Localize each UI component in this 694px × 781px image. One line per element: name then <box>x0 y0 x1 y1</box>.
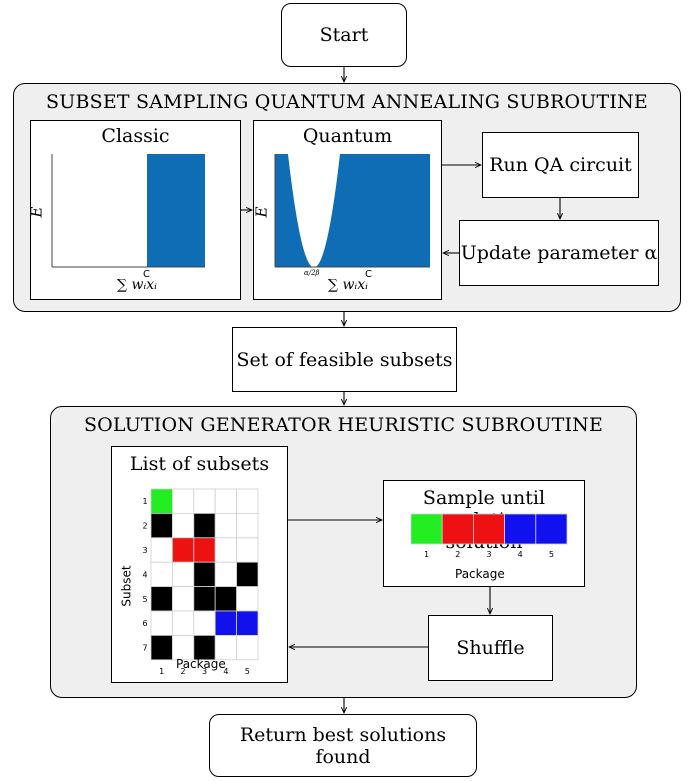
subset-cell-r1-c3 <box>193 488 216 514</box>
subset-cell-r2-c5 <box>236 513 259 539</box>
solution-tick-4: 4 <box>518 550 523 559</box>
subset-cell-r6-c3 <box>193 610 216 636</box>
start-label: Start <box>319 24 369 46</box>
classic-title: Classic <box>101 125 170 147</box>
solution-cell-2 <box>441 513 474 545</box>
quantum-ylabel: E <box>252 206 271 218</box>
subset-cell-r1-c1 <box>150 488 173 514</box>
subset-cell-r1-c5 <box>236 488 259 514</box>
subset-cell-r5-c5 <box>236 586 259 612</box>
quantum-energy-region <box>275 154 430 268</box>
quantum-xmark: C <box>365 269 372 280</box>
subset-cell-r6-c5 <box>236 610 259 636</box>
subset-cell-r4-c2 <box>172 561 195 587</box>
package-tick-3: 3 <box>202 667 207 676</box>
return-best-label: Return best solutions found <box>239 723 447 768</box>
subset-grid: 1 2 3 4 5 6 7 1 2 3 4 5 <box>142 488 259 676</box>
run-qa-node: Run QA circuit <box>482 132 639 198</box>
subset-cell-r4-c4 <box>214 561 237 587</box>
list-of-subsets-panel: List of subsets 1 2 3 4 5 6 7 1 2 3 4 5 Subset Pack… <box>111 446 288 683</box>
subset-cell-r6-c2 <box>172 610 195 636</box>
subset-tick-5: 5 <box>142 595 147 604</box>
classic-plot <box>51 154 205 268</box>
list-of-subsets-title: List of subsets <box>129 453 270 475</box>
subset-cell-r4-c5 <box>236 561 259 587</box>
subset-cell-r3-c2 <box>172 537 195 563</box>
solution-cell-4 <box>504 513 537 545</box>
subset-tick-2: 2 <box>142 522 147 531</box>
quantum-panel: Quantum E α/2β C ∑ wᵢxᵢ <box>252 120 442 300</box>
subset-cell-r3-c3 <box>193 537 216 563</box>
subset-tick-7: 7 <box>142 644 147 653</box>
subset-tick-3: 3 <box>142 546 147 555</box>
return-best-node: Return best solutions found <box>209 714 477 777</box>
package-tick-5: 5 <box>245 667 250 676</box>
solution-cell-5 <box>535 513 568 545</box>
list-package-axis-label: Package <box>176 657 226 671</box>
feasible-subsets-node: Set of feasible subsets <box>232 327 457 392</box>
subset-cell-r1-c4 <box>214 488 237 514</box>
subset-cell-r5-c4 <box>214 586 237 612</box>
subset-cell-r2-c1 <box>150 513 173 539</box>
subset-cell-r6-c1 <box>150 610 173 636</box>
package-tick-4: 4 <box>223 667 228 676</box>
solution-tick-5: 5 <box>549 550 554 559</box>
shuffle-node: Shuffle <box>428 615 553 681</box>
subset-cell-r3-c4 <box>214 537 237 563</box>
quantum-title: Quantum <box>302 125 393 147</box>
subset-cell-r7-c1 <box>150 634 173 661</box>
solution-tick-3: 3 <box>486 550 491 559</box>
solution-cell-3 <box>473 513 506 545</box>
subset-cell-r3-c1 <box>150 537 173 563</box>
package-tick-2: 2 <box>181 667 186 676</box>
solution-tick-1: 1 <box>424 550 429 559</box>
solution-generator-title: SOLUTION GENERATOR HEURISTIC SUBROUTINE <box>83 414 604 436</box>
classic-xmark: C <box>143 269 150 280</box>
subset-cell-r2-c3 <box>193 513 216 539</box>
subset-cell-r5-c3 <box>193 586 216 612</box>
quantum-xlabel: ∑ wᵢxᵢ <box>328 277 368 293</box>
subset-cell-r3-c5 <box>236 537 259 563</box>
quantum-plot <box>274 154 430 268</box>
subset-cell-r5-c2 <box>172 586 195 612</box>
sample-title-line1: Sample until <box>422 487 546 509</box>
subset-tick-1: 1 <box>142 497 147 506</box>
subset-tick-6: 6 <box>142 619 147 628</box>
run-qa-label: Run QA circuit <box>489 154 632 176</box>
start-node: Start <box>281 3 407 67</box>
subset-cell-r2-c4 <box>214 513 237 539</box>
subset-cell-r6-c4 <box>214 610 237 636</box>
subset-sampling-title: SUBSET SAMPLING QUANTUM ANNEALING SUBROU… <box>46 91 648 113</box>
package-tick-1: 1 <box>159 667 164 676</box>
subset-cell-r4-c3 <box>193 561 216 587</box>
shuffle-label: Shuffle <box>456 637 525 659</box>
classic-infeasible-region <box>147 154 205 267</box>
solution-package-axis-label: Package <box>455 567 505 581</box>
subset-cell-r7-c5 <box>236 634 259 661</box>
solution-tick-2: 2 <box>455 550 460 559</box>
subset-cell-r5-c1 <box>150 586 173 612</box>
subset-cell-r2-c2 <box>172 513 195 539</box>
solution-row: 1 2 3 4 5 <box>410 513 568 559</box>
subset-cell-r4-c1 <box>150 561 173 587</box>
sample-solution-panel: Sample until completing a solution 12345… <box>383 480 585 587</box>
feasible-subsets-label: Set of feasible subsets <box>236 348 453 371</box>
subset-cell-r1-c2 <box>172 488 195 514</box>
update-parameter-label: Update parameter α <box>460 242 658 264</box>
classic-panel: Classic E C ∑ wᵢxᵢ <box>27 120 241 300</box>
classic-ylabel: E <box>27 206 46 218</box>
subset-axis-label: Subset <box>119 565 134 607</box>
quantum-min-label: α/2β <box>304 269 320 277</box>
classic-xlabel: ∑ wᵢxᵢ <box>117 277 157 293</box>
solution-cell-1 <box>410 513 443 545</box>
subset-tick-4: 4 <box>142 570 147 579</box>
update-parameter-node: Update parameter α <box>459 220 659 286</box>
